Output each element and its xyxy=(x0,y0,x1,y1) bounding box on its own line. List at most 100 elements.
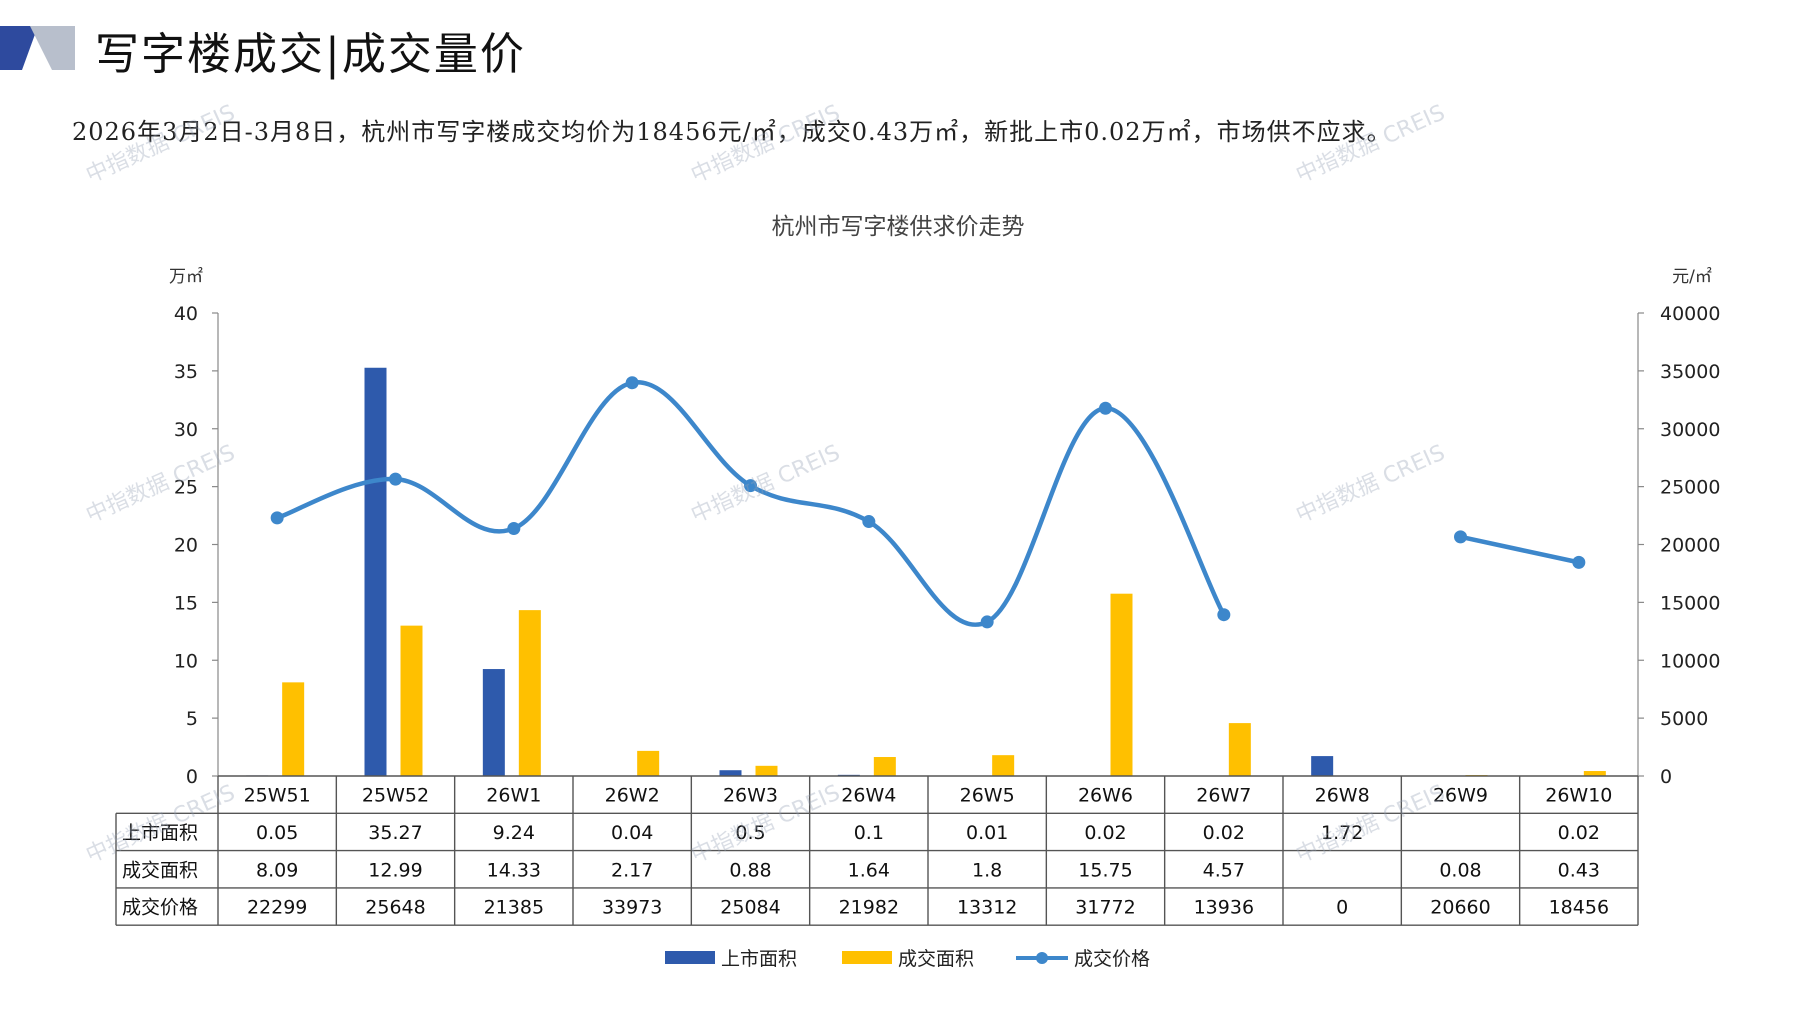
bar-supply-area xyxy=(719,770,742,776)
x-category-label: 26W10 xyxy=(1545,785,1612,807)
table-cell-value: 13312 xyxy=(957,897,1017,919)
table-cell-value: 0.5 xyxy=(735,822,765,844)
y-left-tick-label: 25 xyxy=(174,477,198,499)
x-category-label: 26W6 xyxy=(1078,785,1133,807)
y-right-tick-label: 35000 xyxy=(1660,361,1720,383)
table-cell-value: 21982 xyxy=(839,897,899,919)
table-cell-value: 0.43 xyxy=(1558,859,1600,881)
price-point xyxy=(270,511,284,525)
price-point xyxy=(980,615,994,629)
table-cell-value: 1.64 xyxy=(848,859,890,881)
table-cell-value: 14.33 xyxy=(487,859,541,881)
table-cell-value: 22299 xyxy=(247,897,307,919)
table-series-label: 成交价格 xyxy=(122,897,198,919)
y-left-tick-label: 15 xyxy=(174,592,198,614)
y-right-tick-label: 0 xyxy=(1660,766,1672,788)
table-cell-value: 1.72 xyxy=(1321,822,1363,844)
table-cell-value: 12.99 xyxy=(368,859,422,881)
y-left-tick-label: 0 xyxy=(186,766,198,788)
bar-deal-area xyxy=(400,625,423,776)
y-right-tick-label: 25000 xyxy=(1660,477,1720,499)
bar-supply-area xyxy=(482,669,505,776)
y-right-tick-label: 20000 xyxy=(1660,535,1720,557)
table-cell-value: 0.08 xyxy=(1439,859,1481,881)
table-cell-value: 0 xyxy=(1336,897,1348,919)
price-point xyxy=(1099,401,1112,415)
x-category-label: 26W9 xyxy=(1433,785,1488,807)
x-category-label: 26W2 xyxy=(605,785,660,807)
legend-swatch-price-point xyxy=(1036,952,1048,964)
price-point xyxy=(389,472,402,486)
logo-dark-shape xyxy=(0,26,38,70)
bar-deal-area xyxy=(282,682,305,776)
legend-label-price: 成交价格 xyxy=(1074,948,1150,970)
legend-label-supply: 上市面积 xyxy=(721,948,797,970)
x-category-label: 26W5 xyxy=(960,785,1015,807)
legend-label-deal-area: 成交面积 xyxy=(898,948,974,970)
bar-deal-area xyxy=(1110,593,1133,776)
table-cell-value: 25648 xyxy=(365,897,425,919)
bar-supply-area xyxy=(1311,756,1334,776)
price-point xyxy=(1217,608,1231,622)
table-cell-value: 35.27 xyxy=(368,822,422,844)
table-cell-value: 4.57 xyxy=(1203,859,1245,881)
y-right-unit-label: 元/㎡ xyxy=(1672,267,1712,287)
x-category-label: 26W7 xyxy=(1196,785,1251,807)
x-category-label: 26W1 xyxy=(486,785,541,807)
y-left-unit-label: 万㎡ xyxy=(169,267,203,287)
table-cell-value: 13936 xyxy=(1194,897,1254,919)
table-cell-value: 25084 xyxy=(720,897,780,919)
bar-deal-area xyxy=(1583,771,1606,776)
table-cell-value: 15.75 xyxy=(1078,859,1132,881)
table-series-label: 成交面积 xyxy=(122,859,198,881)
y-left-tick-label: 30 xyxy=(174,419,198,441)
y-left-tick-label: 35 xyxy=(174,361,198,383)
table-cell-value: 0.05 xyxy=(256,822,298,844)
table-series-label: 上市面积 xyxy=(122,822,198,844)
chart-title: 杭州市写字楼供求价走势 xyxy=(772,214,1025,240)
table-cell-value: 0.04 xyxy=(611,822,653,844)
bar-deal-area xyxy=(1228,723,1251,776)
price-line xyxy=(274,380,1227,627)
price-point xyxy=(507,521,521,535)
brand-logo-mark xyxy=(0,26,75,70)
table-cell-value: 2.17 xyxy=(611,859,653,881)
bar-deal-area xyxy=(873,757,896,776)
y-right-tick-label: 5000 xyxy=(1660,708,1708,730)
y-right-tick-label: 10000 xyxy=(1660,650,1720,672)
y-right-tick-label: 30000 xyxy=(1660,419,1720,441)
table-cell-value: 0.02 xyxy=(1203,822,1245,844)
table-cell-value: 0.1 xyxy=(854,822,884,844)
price-point xyxy=(862,515,876,529)
y-left-tick-label: 20 xyxy=(174,535,198,557)
y-left-tick-label: 10 xyxy=(174,650,198,672)
x-category-label: 26W4 xyxy=(841,785,896,807)
price-point xyxy=(1572,555,1586,569)
bar-deal-area xyxy=(992,755,1015,776)
table-cell-value: 18456 xyxy=(1549,897,1609,919)
logo-light-shape xyxy=(30,26,75,70)
price-point xyxy=(625,376,639,390)
legend-swatch-supply xyxy=(665,951,715,964)
price-point xyxy=(744,479,757,493)
y-left-tick-label: 5 xyxy=(186,708,198,730)
table-cell-value: 0.01 xyxy=(966,822,1008,844)
price-line xyxy=(1458,534,1582,565)
table-cell-value: 0.88 xyxy=(729,859,771,881)
legend-swatch-deal-area xyxy=(842,951,892,964)
bar-deal-area xyxy=(755,765,778,776)
x-category-label: 26W8 xyxy=(1315,785,1370,807)
table-cell-value: 0.02 xyxy=(1558,822,1600,844)
table-cell-value: 20660 xyxy=(1430,897,1490,919)
table-cell-value: 1.8 xyxy=(972,859,1002,881)
x-category-label: 25W51 xyxy=(244,785,311,807)
bar-deal-area xyxy=(637,750,660,776)
bar-deal-area xyxy=(518,610,541,776)
table-cell-value: 0.02 xyxy=(1084,822,1126,844)
x-category-label: 26W3 xyxy=(723,785,778,807)
y-right-tick-label: 15000 xyxy=(1660,592,1720,614)
page-title: 写字楼成交|成交量价 xyxy=(95,29,526,80)
y-left-tick-label: 40 xyxy=(174,303,198,325)
bar-supply-area xyxy=(364,367,387,776)
